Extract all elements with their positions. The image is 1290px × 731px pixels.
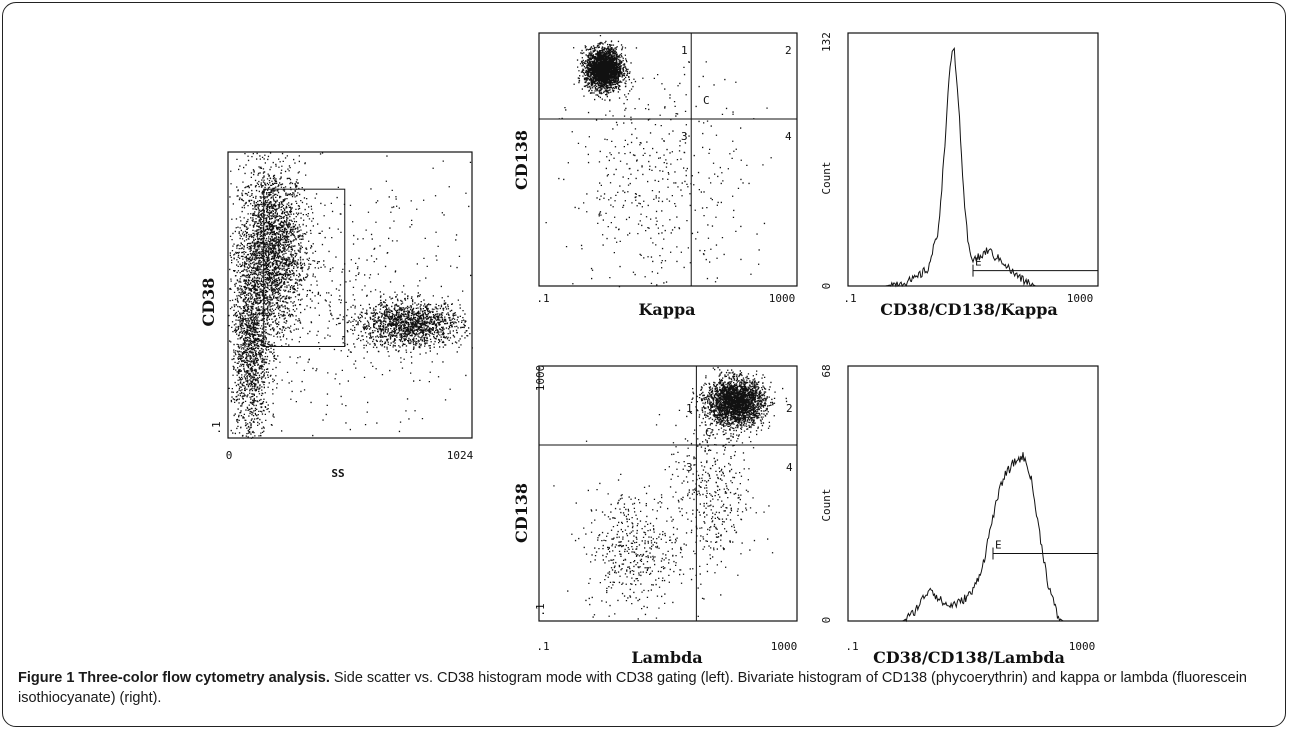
- kappa-xtick-max: 1000: [769, 292, 796, 305]
- lambda-cd138-dots: [553, 366, 788, 620]
- ss-cd38-ylabel: CD38: [199, 278, 218, 327]
- kappa-histogram-xtick-max: 1000: [1067, 292, 1094, 305]
- kappa-histogram-frame: [847, 32, 1099, 287]
- kappa-cd138-xlabel: Kappa: [638, 300, 695, 319]
- panel-ss-cd38: CD38 SS 0 1024 .1: [199, 151, 474, 480]
- lambda-marker-label: E: [995, 539, 1002, 552]
- cd38-gate: [263, 188, 346, 347]
- kappa-cd138-dots: [545, 35, 772, 288]
- panel-lambda-histogram: E Count 0 68 CD38/CD138/Lambda .1 1000: [820, 364, 1099, 667]
- caption-title: Figure 1 Three-color flow cytometry anal…: [18, 670, 330, 686]
- lambda-ytick-min: .1: [534, 603, 547, 616]
- lambda-xtick-max: 1000: [771, 640, 798, 653]
- lambda-region-label: C: [705, 426, 712, 439]
- kappa-histogram-curve: [848, 46, 1098, 288]
- lambda-histogram-frame: [847, 365, 1099, 622]
- panel-lambda-cd138: 1 2 3 4 C CD138 Lambda .1 1000 1000 .1: [512, 365, 798, 667]
- kappa-region-label: C: [703, 94, 710, 107]
- kappa-histogram-ylabel: Count: [820, 161, 833, 194]
- kappa-cd138-ylabel: CD138: [512, 130, 531, 190]
- lambda-histogram-ylabel: Count: [820, 488, 833, 521]
- ss-cd38-dots: [228, 152, 473, 439]
- kappa-quadrant-1-label: 1: [681, 44, 688, 57]
- kappa-quadrant-4-label: 4: [785, 130, 792, 143]
- lambda-quadrant-3-label: 3: [686, 461, 693, 474]
- caption-text: Side scatter vs. CD38 histogram mode wit…: [18, 670, 1247, 706]
- kappa-histogram-ytick-min: 0: [820, 283, 833, 290]
- lambda-histogram-xlabel: CD38/CD138/Lambda: [873, 648, 1065, 667]
- kappa-histogram-xlabel: CD38/CD138/Kappa: [880, 300, 1058, 319]
- lambda-quadrant-2-label: 2: [786, 402, 793, 415]
- kappa-quadrant-3-label: 3: [681, 130, 688, 143]
- lambda-cd138-plot-frame: [538, 365, 798, 622]
- ss-cd38-xlabel: SS: [331, 467, 344, 480]
- ss-cd38-xtick-max: 1024: [447, 449, 474, 462]
- kappa-marker-label: E: [975, 256, 982, 269]
- lambda-ytick-max: 1000: [534, 365, 547, 392]
- panel-kappa-cd138: 1 2 3 4 C CD138 Kappa .1 1000: [512, 32, 798, 319]
- event-dots: [228, 152, 473, 439]
- kappa-histogram-xtick-min: .1: [843, 292, 856, 305]
- kappa-histogram-ytick-max: 132: [820, 32, 833, 52]
- lambda-quadrant-4-label: 4: [786, 461, 793, 474]
- lambda-histogram-xtick-min: .1: [845, 640, 858, 653]
- figure-caption: Figure 1 Three-color flow cytometry anal…: [18, 668, 1268, 708]
- panel-kappa-histogram: E Count 0 132 CD38/CD138/Kappa .1 1000: [820, 32, 1099, 319]
- ss-cd38-plot-frame: [227, 151, 473, 439]
- lambda-histogram-curve: [848, 452, 1098, 623]
- ss-cd38-xtick-min: 0: [226, 449, 233, 462]
- kappa-quadrant-2-label: 2: [785, 44, 792, 57]
- event-dots: [553, 366, 788, 620]
- event-dots: [545, 35, 772, 288]
- lambda-xtick-min: .1: [536, 640, 549, 653]
- lambda-histogram-ytick-max: 68: [820, 364, 833, 377]
- lambda-histogram-ytick-min: 0: [820, 617, 833, 624]
- lambda-quadrant-1-label: 1: [686, 402, 693, 415]
- lambda-histogram-xtick-max: 1000: [1069, 640, 1096, 653]
- kappa-cd138-plot-frame: [538, 32, 798, 287]
- ss-cd38-ytick-min: .1: [210, 421, 223, 434]
- lambda-cd138-ylabel: CD138: [512, 483, 531, 543]
- lambda-cd138-xlabel: Lambda: [631, 648, 702, 667]
- kappa-xtick-min: .1: [536, 292, 549, 305]
